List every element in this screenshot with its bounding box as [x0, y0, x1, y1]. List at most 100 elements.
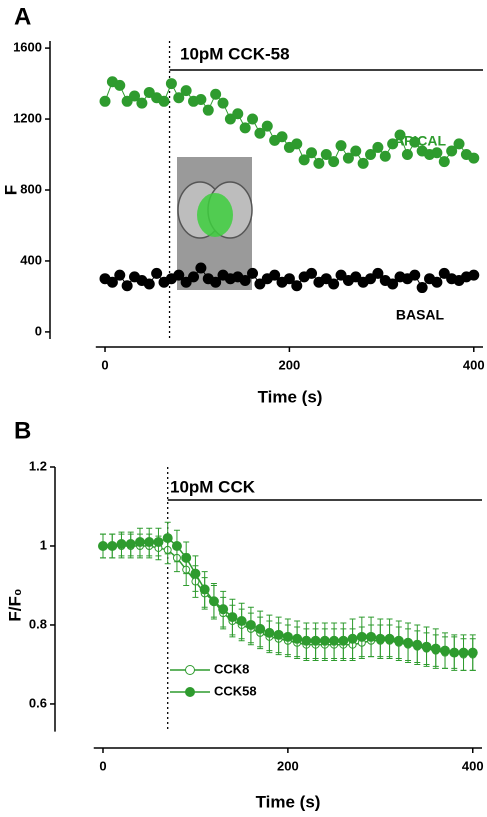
data-point: [114, 269, 126, 281]
x-tick-label: 200: [277, 758, 299, 773]
data-point: [173, 92, 185, 104]
data-point: [431, 276, 443, 288]
data-point: [365, 273, 377, 285]
data-point: [162, 533, 173, 544]
data-point: [301, 635, 312, 646]
y-tick-label: 1600: [13, 40, 42, 55]
data-point: [393, 635, 404, 646]
data-point: [143, 278, 155, 290]
data-point: [446, 145, 458, 157]
data-point: [143, 86, 155, 98]
data-point: [329, 635, 340, 646]
data-point: [356, 631, 367, 642]
data-point: [254, 127, 266, 139]
data-point: [401, 149, 413, 161]
data-point: [247, 267, 259, 279]
data-point: [320, 273, 332, 285]
panel-label: A: [14, 3, 31, 30]
data-point: [335, 140, 347, 152]
data-point: [372, 141, 384, 153]
x-tick-label: 400: [462, 758, 484, 773]
x-tick-label: 200: [279, 357, 301, 372]
data-point: [121, 95, 133, 107]
cell-image: [177, 157, 253, 290]
legend-label: CCK8: [214, 661, 249, 676]
data-point: [372, 267, 384, 279]
data-point: [181, 552, 192, 563]
data-point: [291, 138, 303, 150]
data-point: [202, 104, 214, 116]
series-label: APICAL: [394, 133, 447, 149]
data-point: [306, 267, 318, 279]
data-point: [195, 262, 207, 274]
x-axis-label: Time (s): [258, 387, 323, 406]
data-point: [357, 157, 369, 169]
data-point: [218, 604, 229, 615]
data-point: [153, 537, 164, 548]
data-point: [210, 276, 222, 288]
data-point: [190, 568, 201, 579]
y-tick-label: 0.6: [29, 695, 47, 710]
data-point: [467, 647, 478, 658]
data-point: [180, 276, 192, 288]
data-point: [292, 633, 303, 644]
data-point: [335, 269, 347, 281]
y-tick-label: 1200: [13, 110, 42, 125]
data-point: [151, 267, 163, 279]
data-point: [379, 150, 391, 162]
data-point: [347, 633, 358, 644]
data-point: [171, 540, 182, 551]
data-point: [188, 271, 200, 283]
y-tick-label: 1: [40, 537, 47, 552]
y-tick-label: 1.2: [29, 458, 47, 473]
data-point: [328, 156, 340, 168]
x-axis-label: Time (s): [256, 792, 321, 811]
data-point: [438, 267, 450, 279]
data-point: [319, 635, 330, 646]
data-point: [232, 108, 244, 120]
data-point: [449, 647, 460, 658]
x-tick-label: 400: [463, 357, 485, 372]
data-point: [217, 97, 229, 109]
data-point: [366, 631, 377, 642]
annotation: 10pM CCK-58: [180, 44, 290, 63]
data-point: [121, 280, 133, 292]
data-point: [180, 85, 192, 97]
data-point: [403, 637, 414, 648]
data-point: [306, 147, 318, 159]
data-point: [199, 584, 210, 595]
data-point: [224, 113, 236, 125]
data-point: [283, 273, 295, 285]
x-tick-label: 0: [101, 357, 108, 372]
data-point: [239, 274, 251, 286]
data-point: [313, 157, 325, 169]
data-point: [97, 540, 108, 551]
data-point: [125, 539, 136, 550]
data-point: [276, 131, 288, 143]
legend-marker: [185, 687, 195, 697]
data-point: [387, 138, 399, 150]
data-point: [106, 276, 118, 288]
data-point: [282, 631, 293, 642]
data-point: [394, 129, 406, 141]
y-axis-label: F/F₀: [5, 588, 24, 621]
data-point: [365, 149, 377, 161]
data-point: [261, 120, 273, 132]
data-point: [409, 136, 421, 148]
y-tick-label: 800: [20, 181, 42, 196]
data-point: [114, 79, 126, 91]
data-point: [298, 154, 310, 166]
y-tick-label: 0.8: [29, 616, 47, 631]
data-point: [254, 278, 266, 290]
data-point: [453, 138, 465, 150]
data-point: [136, 97, 148, 109]
data-point: [195, 94, 207, 106]
data-point: [291, 280, 303, 292]
cell-fluorescence: [197, 193, 233, 237]
data-point: [245, 619, 256, 630]
data-point: [99, 95, 111, 107]
data-point: [269, 269, 281, 281]
data-point: [468, 152, 480, 164]
data-point: [247, 113, 259, 125]
data-point: [158, 95, 170, 107]
